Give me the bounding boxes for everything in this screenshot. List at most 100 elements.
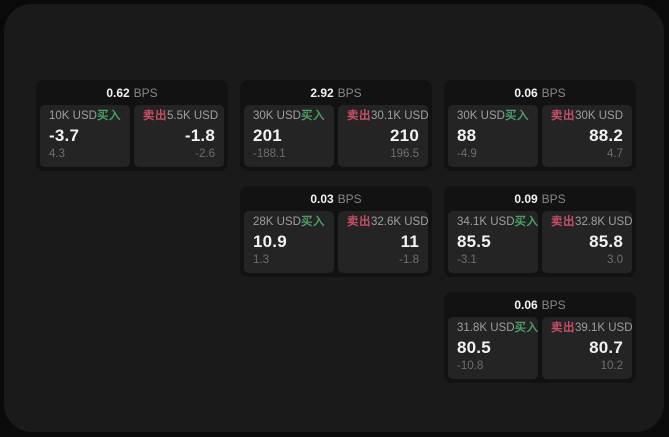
sell-price: 80.7: [589, 338, 623, 357]
buy-tile[interactable]: 10K USD 买入 -3.7 4.3: [40, 105, 130, 167]
bps-unit-label: BPS: [541, 297, 566, 312]
sell-tile[interactable]: 卖出 32.6K USD 11 -1.8: [338, 211, 429, 273]
bps-unit-label: BPS: [133, 85, 158, 100]
card-body: 30K USD 买入 201 -188.1 卖出 30.1K USD 210 1…: [240, 105, 432, 171]
spread-card: 0.62 BPS 10K USD 买入 -3.7 4.3 卖出 5.5K USD…: [36, 80, 228, 171]
buy-tile[interactable]: 30K USD 买入 88 -4.9: [448, 105, 538, 167]
sell-side-label: 卖出: [551, 216, 575, 228]
buy-amount: 34.1K USD: [457, 216, 515, 228]
spread-card: 0.06 BPS 31.8K USD 买入 80.5 -10.8 卖出 39.1…: [444, 292, 636, 383]
buy-sub-value: -3.1: [457, 253, 477, 266]
card-body: 34.1K USD 买入 85.5 -3.1 卖出 32.8K USD 85.8…: [444, 211, 636, 277]
buy-price: -3.7: [49, 126, 80, 145]
sell-amount: 39.1K USD: [575, 322, 633, 334]
sell-tile-header: 卖出 32.6K USD: [347, 216, 429, 229]
bps-unit-label: BPS: [337, 85, 362, 100]
sell-amount: 30K USD: [575, 110, 623, 122]
buy-tile-header: 28K USD 买入: [253, 216, 325, 229]
card-header: 0.62 BPS: [36, 80, 228, 105]
sell-side-label: 卖出: [347, 216, 371, 228]
bps-value: 0.09: [514, 191, 538, 206]
bps-value: 0.06: [514, 297, 538, 312]
sell-sub-value: 3.0: [607, 253, 623, 266]
buy-sub-value: -10.8: [457, 359, 484, 372]
sell-side-label: 卖出: [551, 110, 575, 122]
sell-tile-header: 卖出 30K USD: [551, 110, 623, 123]
card-body: 28K USD 买入 10.9 1.3 卖出 32.6K USD 11 -1.8: [240, 211, 432, 277]
bps-unit-label: BPS: [337, 191, 362, 206]
buy-price: 85.5: [457, 232, 491, 251]
sell-amount: 32.6K USD: [371, 216, 429, 228]
spread-card: 0.09 BPS 34.1K USD 买入 85.5 -3.1 卖出 32.8K…: [444, 186, 636, 277]
sell-sub-value: -2.6: [195, 147, 215, 160]
sell-tile-header: 卖出 39.1K USD: [551, 322, 633, 335]
buy-tile[interactable]: 28K USD 买入 10.9 1.3: [244, 211, 334, 273]
sell-tile-header: 卖出 30.1K USD: [347, 110, 429, 123]
spread-card: 0.06 BPS 30K USD 买入 88 -4.9 卖出 30K USD 8…: [444, 80, 636, 171]
sell-price: 88.2: [589, 126, 623, 145]
bps-value: 2.92: [310, 85, 334, 100]
card-header: 0.03 BPS: [240, 186, 432, 211]
buy-tile-header: 34.1K USD 买入: [457, 216, 538, 229]
buy-side-label: 买入: [301, 216, 325, 228]
sell-tile[interactable]: 卖出 32.8K USD 85.8 3.0: [542, 211, 633, 273]
buy-price: 10.9: [253, 232, 287, 251]
buy-side-label: 买入: [97, 110, 121, 122]
buy-price: 201: [253, 126, 282, 145]
sell-tile[interactable]: 卖出 39.1K USD 80.7 10.2: [542, 317, 633, 379]
buy-price: 88: [457, 126, 477, 145]
cards-grid: 0.62 BPS 10K USD 买入 -3.7 4.3 卖出 5.5K USD…: [36, 80, 636, 383]
sell-amount: 5.5K USD: [167, 110, 219, 122]
sell-tile-header: 卖出 5.5K USD: [143, 110, 219, 123]
sell-sub-value: -1.8: [399, 253, 419, 266]
card-header: 0.06 BPS: [444, 292, 636, 317]
card-body: 30K USD 买入 88 -4.9 卖出 30K USD 88.2 4.7: [444, 105, 636, 171]
card-body: 31.8K USD 买入 80.5 -10.8 卖出 39.1K USD 80.…: [444, 317, 636, 383]
bps-value: 0.06: [514, 85, 538, 100]
sell-side-label: 卖出: [347, 110, 371, 122]
buy-sub-value: -188.1: [253, 147, 286, 160]
bps-value: 0.03: [310, 191, 334, 206]
sell-side-label: 卖出: [143, 110, 167, 122]
card-header: 0.09 BPS: [444, 186, 636, 211]
card-body: 10K USD 买入 -3.7 4.3 卖出 5.5K USD -1.8 -2.…: [36, 105, 228, 171]
buy-amount: 28K USD: [253, 216, 301, 228]
buy-amount: 31.8K USD: [457, 322, 515, 334]
buy-side-label: 买入: [301, 110, 325, 122]
buy-tile[interactable]: 34.1K USD 买入 85.5 -3.1: [448, 211, 538, 273]
sell-sub-value: 4.7: [607, 147, 623, 160]
buy-tile-header: 30K USD 买入: [457, 110, 529, 123]
sell-tile[interactable]: 卖出 30.1K USD 210 196.5: [338, 105, 429, 167]
sell-side-label: 卖出: [551, 322, 575, 334]
sell-tile-header: 卖出 32.8K USD: [551, 216, 633, 229]
buy-side-label: 买入: [514, 216, 539, 228]
buy-price: 80.5: [457, 338, 491, 357]
buy-side-label: 买入: [505, 110, 529, 122]
bps-unit-label: BPS: [541, 85, 566, 100]
sell-sub-value: 10.2: [600, 359, 623, 372]
sell-price: 11: [400, 232, 419, 251]
buy-tile-header: 10K USD 买入: [49, 110, 121, 123]
buy-sub-value: 1.3: [253, 253, 269, 266]
sell-sub-value: 196.5: [390, 147, 419, 160]
buy-tile-header: 31.8K USD 买入: [457, 322, 538, 335]
sell-tile[interactable]: 卖出 30K USD 88.2 4.7: [542, 105, 632, 167]
main-panel: 0.62 BPS 10K USD 买入 -3.7 4.3 卖出 5.5K USD…: [4, 4, 664, 432]
buy-amount: 30K USD: [457, 110, 505, 122]
buy-amount: 10K USD: [49, 110, 97, 122]
sell-tile[interactable]: 卖出 5.5K USD -1.8 -2.6: [134, 105, 224, 167]
buy-side-label: 买入: [514, 322, 539, 334]
spread-card: 2.92 BPS 30K USD 买入 201 -188.1 卖出 30.1K …: [240, 80, 432, 171]
card-header: 0.06 BPS: [444, 80, 636, 105]
sell-price: -1.8: [184, 126, 215, 145]
buy-tile[interactable]: 31.8K USD 买入 80.5 -10.8: [448, 317, 538, 379]
spread-card: 0.03 BPS 28K USD 买入 10.9 1.3 卖出 32.6K US…: [240, 186, 432, 277]
buy-tile[interactable]: 30K USD 买入 201 -188.1: [244, 105, 334, 167]
card-header: 2.92 BPS: [240, 80, 432, 105]
buy-tile-header: 30K USD 买入: [253, 110, 325, 123]
bps-unit-label: BPS: [541, 191, 566, 206]
buy-sub-value: -4.9: [457, 147, 477, 160]
sell-amount: 30.1K USD: [371, 110, 429, 122]
sell-price: 210: [390, 126, 419, 145]
buy-amount: 30K USD: [253, 110, 301, 122]
